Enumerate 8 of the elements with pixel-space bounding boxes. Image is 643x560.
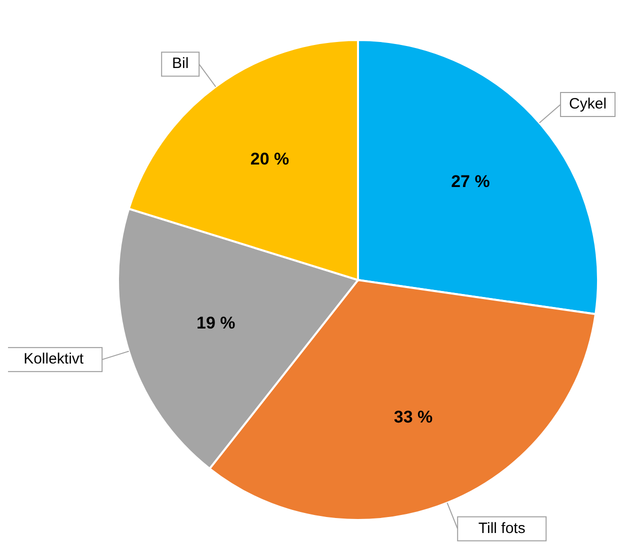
slice-label: Till fots — [478, 520, 526, 537]
slice-label: Cykel — [569, 95, 607, 112]
data-label: 19 % — [196, 314, 236, 333]
slice-label: Bil — [172, 55, 189, 72]
data-label: 27 % — [451, 172, 490, 192]
data-label: 33 % — [394, 408, 433, 427]
data-label: 20 % — [250, 150, 290, 169]
legend-label: Kollektivt — [24, 350, 84, 368]
